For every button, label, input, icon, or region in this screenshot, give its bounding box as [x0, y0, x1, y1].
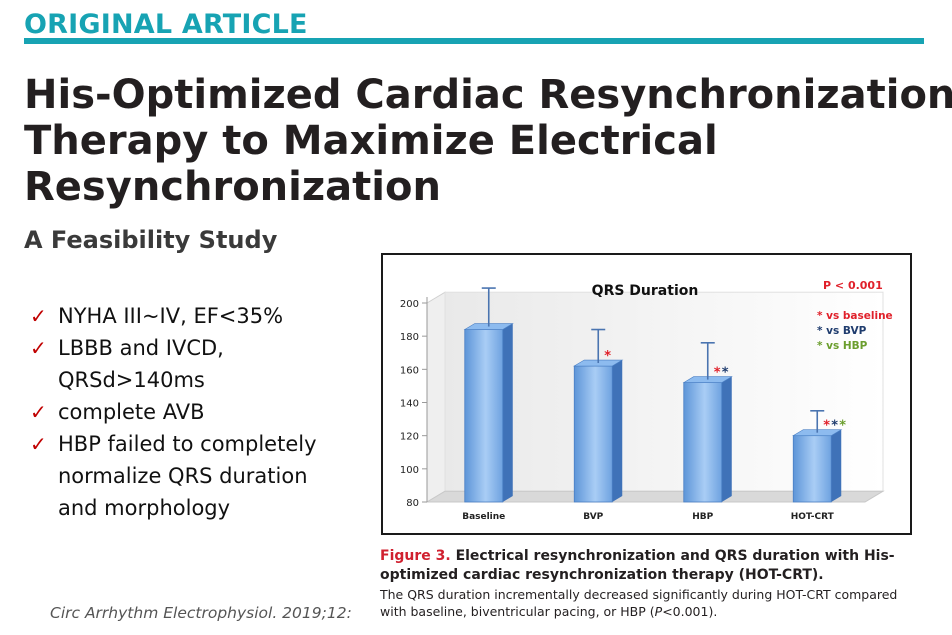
figure-label: Figure 3.: [380, 548, 451, 564]
chart-title: QRS Duration: [592, 283, 699, 299]
caption-body-end: <0.001).: [662, 604, 718, 619]
bar: [464, 329, 504, 503]
title-line: Therapy to Maximize Electrical: [24, 118, 718, 164]
y-tick-label: 180: [400, 332, 419, 343]
journal-citation: Circ Arrhythm Electrophysiol. 2019;12:: [50, 604, 352, 622]
caption-heading: Figure 3. Electrical resynchronization a…: [380, 547, 925, 585]
bar: [792, 435, 832, 503]
title-line: Resynchronization: [24, 164, 441, 210]
list-item: ✓ NYHA III~IV, EF<35%: [30, 300, 370, 332]
check-mark-icon: ✓: [30, 336, 47, 360]
y-tick-label: 120: [400, 432, 419, 443]
figure-caption: Figure 3. Electrical resynchronization a…: [380, 547, 925, 620]
section-rule: [24, 38, 924, 44]
legend-entry: * vs baseline: [817, 310, 893, 322]
significance-mark: *: [722, 366, 729, 381]
bar: [683, 382, 723, 503]
list-item-line: HBP failed to completely: [58, 432, 317, 456]
bar-top: [682, 376, 733, 383]
bar-side: [502, 323, 513, 502]
section-label: ORIGINAL ARTICLE: [24, 9, 308, 40]
title-line: His-Optimized Cardiac Resynchronization: [24, 72, 952, 118]
significance-mark: *: [839, 419, 846, 434]
x-tick-label: HOT-CRT: [791, 512, 835, 522]
y-tick-label: 80: [406, 498, 419, 509]
list-item-line: NYHA III~IV, EF<35%: [58, 304, 284, 328]
legend-entry: * vs BVP: [817, 325, 867, 337]
list-item: ✓ HBP failed to completely normalize QRS…: [30, 428, 370, 524]
y-tick-label: 200: [400, 299, 419, 310]
legend-entry: * vs HBP: [817, 340, 868, 352]
qrs-duration-chart: 80 100 120 140 160 180 200 Baseline * BVP * * HBP * * *…: [381, 253, 912, 535]
list-item-line: normalize QRS duration: [58, 464, 308, 488]
article-title: His-Optimized Cardiac Resynchronization …: [24, 72, 952, 210]
caption-body-text: The QRS duration incrementally decreased…: [380, 587, 898, 619]
significance-mark: *: [714, 366, 721, 381]
caption-p-symbol: P: [654, 604, 663, 619]
check-mark-icon: ✓: [30, 304, 47, 328]
article-subtitle: A Feasibility Study: [24, 226, 278, 254]
bar-side: [831, 429, 842, 502]
significance-mark: *: [604, 349, 611, 364]
list-item-line: complete AVB: [58, 400, 205, 424]
x-tick-label: BVP: [583, 512, 603, 522]
list-item-line: QRSd>140ms: [58, 368, 205, 392]
inclusion-criteria-list: ✓ NYHA III~IV, EF<35% ✓ LBBB and IVCD, Q…: [30, 300, 370, 524]
list-item-line: and morphology: [58, 496, 231, 520]
x-tick-label: HBP: [692, 512, 713, 522]
bar-side: [612, 360, 623, 502]
list-item: ✓ complete AVB: [30, 396, 370, 428]
x-tick-label: Baseline: [462, 512, 505, 522]
caption-body: The QRS duration incrementally decreased…: [380, 586, 925, 620]
check-mark-icon: ✓: [30, 400, 47, 424]
significance-mark: *: [823, 419, 830, 434]
list-item-line: LBBB and IVCD,: [58, 336, 224, 360]
caption-title: Electrical resynchronization and QRS dur…: [380, 548, 895, 583]
list-item: ✓ LBBB and IVCD, QRSd>140ms: [30, 332, 370, 396]
bar: [573, 365, 613, 503]
bar-side: [721, 376, 732, 502]
y-tick-label: 160: [400, 365, 419, 376]
p-value-label: P < 0.001: [823, 279, 883, 292]
check-mark-icon: ✓: [30, 432, 47, 456]
significance-mark: *: [831, 419, 838, 434]
bar-top: [792, 429, 843, 436]
chart-side-wall: [426, 291, 446, 503]
y-tick-label: 100: [400, 465, 419, 476]
y-tick-label: 140: [400, 399, 419, 410]
